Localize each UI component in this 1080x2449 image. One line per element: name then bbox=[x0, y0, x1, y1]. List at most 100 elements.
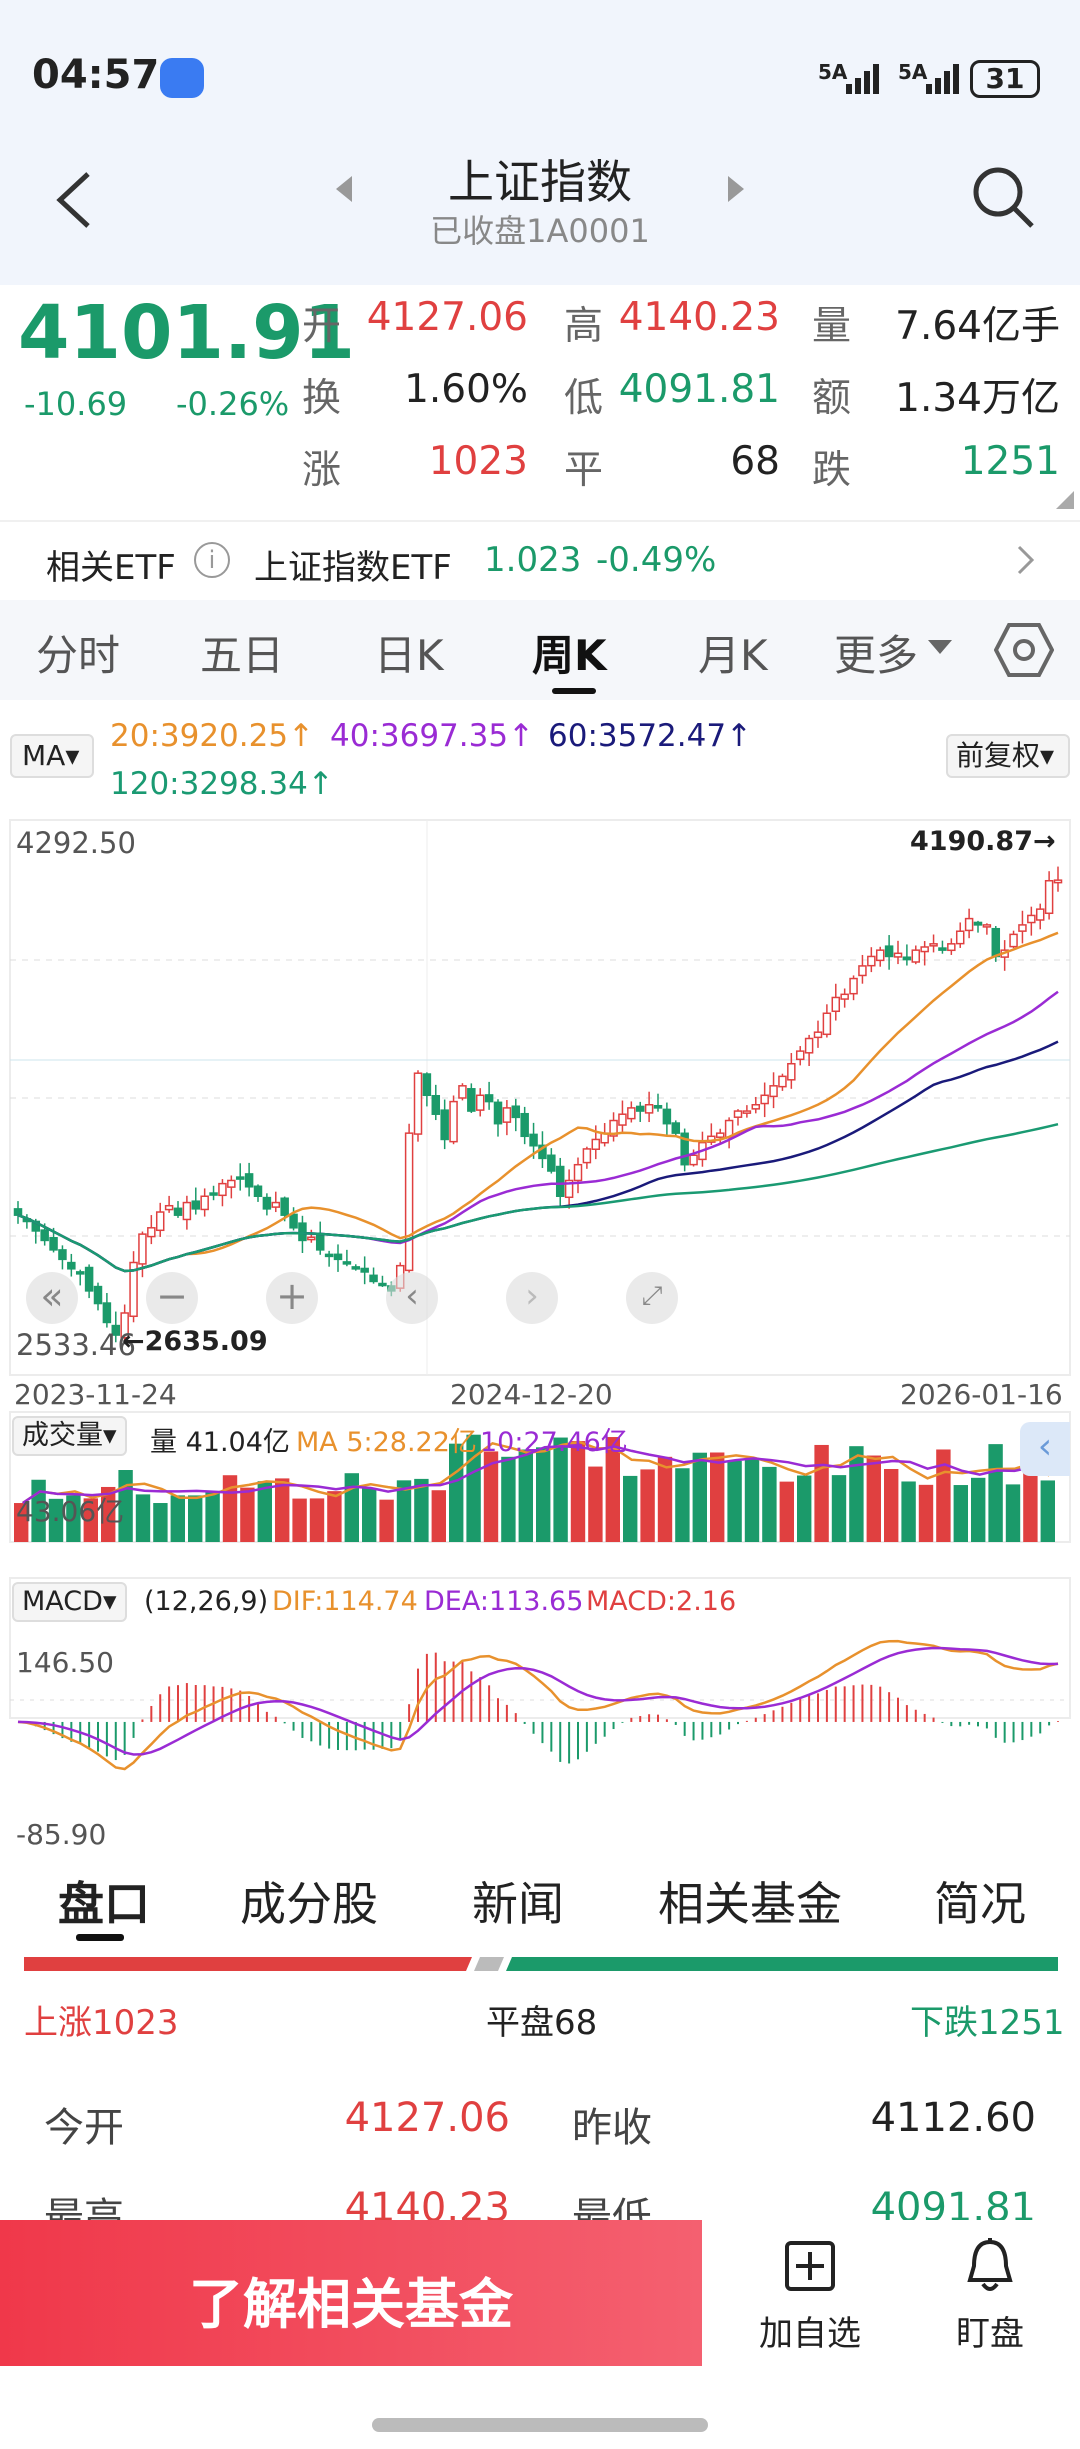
learn-funds-label: 了解相关基金 bbox=[189, 2273, 513, 2336]
next-index-icon[interactable] bbox=[726, 174, 746, 208]
candle bbox=[582, 1148, 592, 1164]
volume-ma10-line bbox=[22, 1444, 1050, 1505]
candle bbox=[573, 1163, 583, 1182]
volume-bar bbox=[814, 1444, 829, 1542]
tab-related-funds[interactable]: 相关基金 bbox=[658, 1877, 842, 1931]
volume-value: 量 41.04亿 bbox=[150, 1427, 290, 1458]
candle bbox=[271, 1201, 281, 1208]
breadth-up-segment bbox=[24, 1957, 472, 1971]
tab-more[interactable]: 更多 bbox=[834, 631, 919, 680]
tab-weekly-k[interactable]: 周K bbox=[532, 631, 607, 680]
volume-bar bbox=[884, 1468, 899, 1542]
candle bbox=[315, 1233, 325, 1251]
breadth-flat: 平盘68 bbox=[486, 2003, 598, 2043]
volume-bar bbox=[988, 1444, 1003, 1542]
tab-news[interactable]: 新闻 bbox=[472, 1877, 564, 1931]
settings-icon[interactable] bbox=[993, 622, 1055, 682]
tab-handicap[interactable]: 盘口 bbox=[58, 1877, 150, 1931]
back-icon[interactable] bbox=[52, 168, 96, 236]
volume-bar bbox=[205, 1491, 220, 1542]
candle bbox=[111, 1324, 121, 1336]
chevron-right-icon bbox=[1016, 544, 1036, 580]
zoom-out-far-icon[interactable]: « bbox=[26, 1272, 78, 1324]
handicap-panel: 上涨1023 平盘68 下跌1251 今开 4127.06 昨收 4112.60… bbox=[0, 1975, 1080, 2241]
volume-bar bbox=[657, 1456, 673, 1542]
candle bbox=[529, 1133, 538, 1147]
info-icon[interactable]: i bbox=[194, 542, 230, 578]
adjust-selector[interactable]: 前复权▾ bbox=[946, 734, 1070, 778]
candle bbox=[555, 1165, 565, 1197]
volume-bar bbox=[396, 1480, 412, 1542]
macd-selector[interactable]: MACD▾ bbox=[12, 1582, 127, 1622]
low-label: 低 bbox=[564, 376, 604, 421]
candle bbox=[129, 1261, 138, 1318]
tab-monthly-k[interactable]: 月K bbox=[698, 631, 768, 680]
ma-selector[interactable]: MA▾ bbox=[10, 734, 94, 778]
volume-bar bbox=[292, 1498, 307, 1542]
candle bbox=[493, 1101, 503, 1125]
candle bbox=[449, 1100, 458, 1143]
volume-bar bbox=[170, 1495, 185, 1542]
candle bbox=[75, 1271, 85, 1275]
flat-count: 68 bbox=[730, 439, 780, 484]
tab-profile[interactable]: 简况 bbox=[934, 1877, 1026, 1931]
expand-corner-icon[interactable] bbox=[1056, 491, 1074, 513]
volume-ma5: MA 5:28.22亿 bbox=[296, 1427, 477, 1458]
prev-index-icon[interactable] bbox=[334, 174, 354, 208]
chart-svg[interactable] bbox=[0, 700, 1080, 1850]
fall-count: 1251 bbox=[960, 439, 1060, 484]
candle bbox=[458, 1085, 467, 1099]
tab-intraday[interactable]: 分时 bbox=[36, 631, 121, 680]
candle bbox=[618, 1113, 627, 1126]
learn-funds-button[interactable]: 了解相关基金 bbox=[0, 2220, 702, 2366]
volume-selector[interactable]: 成交量▾ bbox=[12, 1416, 127, 1456]
candle bbox=[867, 955, 876, 967]
breadth-down: 下跌1251 bbox=[910, 2003, 1065, 2043]
vol-label: 量 bbox=[812, 304, 852, 349]
candle bbox=[662, 1108, 672, 1125]
footer-bar: 了解相关基金 加自选 盯盘 bbox=[0, 2220, 1080, 2449]
open-today-value: 4127.06 bbox=[344, 2095, 510, 2141]
detail-tab-indicator bbox=[76, 1934, 124, 1941]
volume-bar bbox=[936, 1449, 951, 1542]
low-marker: ←2635.09 bbox=[122, 1326, 268, 1357]
monitor-label: 盯盘 bbox=[956, 2314, 1024, 2354]
candle bbox=[164, 1204, 174, 1211]
zoom-in-icon[interactable]: + bbox=[266, 1272, 318, 1324]
search-icon[interactable] bbox=[970, 164, 1036, 234]
zoom-out-icon[interactable]: − bbox=[146, 1272, 198, 1324]
candle bbox=[671, 1122, 681, 1134]
candle bbox=[911, 949, 921, 963]
related-etf-row[interactable]: 相关ETF i 上证指数ETF 1.023 -0.49% bbox=[0, 520, 1080, 600]
scroll-right-icon[interactable]: › bbox=[506, 1272, 558, 1324]
add-watchlist-button[interactable]: 加自选 bbox=[720, 2220, 900, 2366]
breadth-down-segment bbox=[506, 1957, 1058, 1971]
dea-line bbox=[17, 1646, 1059, 1756]
tab-daily-k[interactable]: 日K bbox=[374, 631, 444, 680]
candle bbox=[218, 1182, 227, 1197]
fullscreen-icon[interactable]: ⤢ bbox=[626, 1272, 678, 1324]
macd-y-max: 146.50 bbox=[16, 1646, 114, 1679]
collapse-panel-icon[interactable]: ‹ bbox=[1020, 1422, 1070, 1476]
volume-bar bbox=[518, 1449, 533, 1542]
volume-bar bbox=[188, 1495, 203, 1542]
candle bbox=[422, 1073, 432, 1097]
high-marker: 4190.87→ bbox=[910, 826, 1056, 857]
add-box-icon bbox=[784, 2240, 836, 2296]
tab-constituents[interactable]: 成分股 bbox=[240, 1877, 378, 1931]
tab-indicator bbox=[552, 688, 596, 694]
signal-icon: 5A bbox=[818, 60, 848, 84]
candle bbox=[884, 945, 894, 958]
volume-bar bbox=[831, 1475, 847, 1542]
volume-bar bbox=[431, 1490, 446, 1542]
rise-label: 涨 bbox=[302, 448, 342, 493]
volume-bar bbox=[48, 1498, 64, 1542]
chart-area: MA▾ 20:3920.25↑ 40:3697.35↑ 60:3572.47↑ … bbox=[0, 700, 1080, 1851]
scroll-left-icon[interactable]: ‹ bbox=[386, 1272, 438, 1324]
volume-label: 成交量 bbox=[22, 1420, 103, 1451]
tab-five-day[interactable]: 五日 bbox=[200, 631, 285, 680]
monitor-button[interactable]: 盯盘 bbox=[900, 2220, 1080, 2366]
price-change: -10.69 bbox=[24, 385, 128, 423]
candle bbox=[849, 977, 858, 995]
volume-bar bbox=[257, 1481, 272, 1542]
